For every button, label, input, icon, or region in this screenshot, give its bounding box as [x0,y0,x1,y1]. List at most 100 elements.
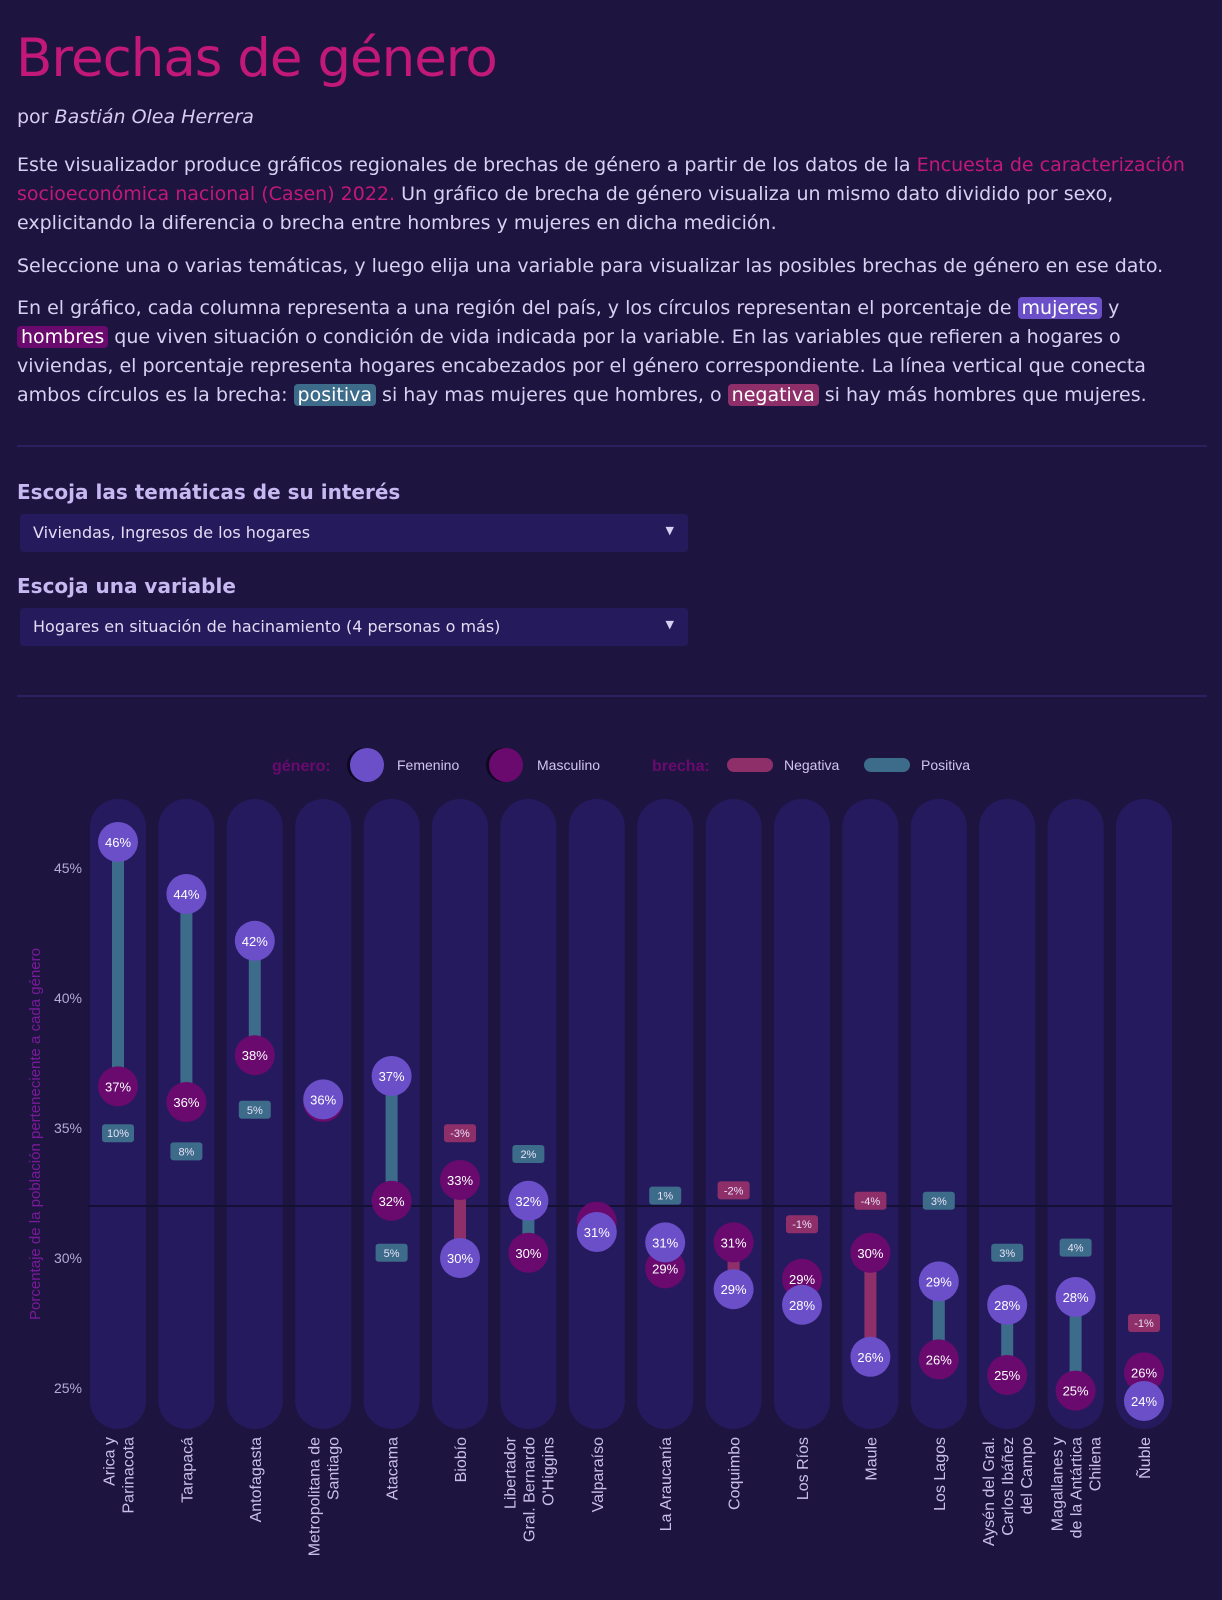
x-tick-label: Antofagasta [248,1437,265,1523]
x-tick-label-line: Libertador [502,1436,519,1509]
author-name: Bastián Olea Herrera [54,106,254,128]
region-column [705,799,762,1429]
female-point [234,920,275,961]
female-point [303,1079,344,1120]
female-point-label: 36% [310,1092,336,1107]
y-tick-label: 45% [54,860,82,876]
x-tick-label-line: Carlos Ibáñez [1000,1437,1017,1536]
male-point-label: 25% [994,1368,1020,1383]
legend-female-swatch [350,748,384,782]
legend-male-label: Masculino [537,757,600,773]
male-point-label: 37% [105,1079,131,1094]
female-point [918,1261,959,1302]
page-title: Brechas de género [16,28,498,89]
male-point-label: 29% [652,1261,678,1276]
gap-badge-label: -1% [1134,1318,1154,1330]
chip-negativa: negativa [727,384,819,406]
female-point-label: 28% [789,1298,815,1313]
x-tick-label: Los Lagos [932,1437,949,1511]
gap-badge-label: -1% [792,1219,812,1231]
legend-male-swatch [489,748,523,782]
x-tick-label: Atacama [385,1437,402,1500]
gap-badge [649,1186,682,1205]
x-tick-label-line: Los Ríos [795,1437,812,1500]
intro-text: si hay más hombres que mujeres. [818,384,1147,406]
intro-paragraph-1: Este visualizador produce gráficos regio… [17,151,1207,238]
gap-badge-label: 4% [1068,1243,1084,1255]
section-divider [17,695,1207,697]
y-tick-label: 40% [54,990,82,1006]
variable-select[interactable]: Hogares en situación de hacinamiento (4 … [20,608,688,646]
byline: por Bastián Olea Herrera [17,106,254,128]
x-tick-label-line: Maule [863,1437,880,1481]
intro-text: que viven situación o condición de vida … [17,326,1146,406]
x-tick-label: Maule [863,1437,880,1481]
gap-badge [1128,1314,1160,1332]
female-point-label: 31% [652,1235,678,1250]
legend-title-genero: género: [272,758,331,775]
male-point-label: 30% [515,1246,541,1261]
gap-badge-label: 10% [107,1128,129,1140]
x-tick-label-line: Biobío [453,1437,470,1482]
x-tick-label: Tarapacá [179,1437,196,1503]
female-point-label: 44% [173,887,199,902]
female-point [987,1284,1028,1325]
x-tick-label-line: Chilena [1088,1437,1105,1491]
female-point [1055,1277,1096,1317]
female-point-label: 28% [1063,1290,1089,1305]
male-point [508,1232,549,1273]
male-point-label: 31% [721,1235,747,1250]
male-point [850,1232,891,1273]
x-tick-label-line: Parinacota [121,1437,138,1514]
gap-badge [854,1191,887,1210]
x-tick-label-line: Arica y [102,1437,119,1486]
topics-label: Escoja las temáticas de su interés [17,480,401,504]
x-tick-label: Valparaíso [590,1437,607,1512]
x-tick-label-line: de la Antártica [1069,1437,1086,1539]
female-point [1124,1381,1164,1421]
variable-label: Escoja una variable [17,574,236,598]
gap-badge-label: 5% [247,1105,263,1117]
gap-badge [375,1243,408,1262]
intro-text: y [1102,297,1120,319]
gap-badge-label: 3% [999,1248,1015,1260]
female-point-label: 37% [379,1069,405,1084]
gap-bar [385,1076,398,1201]
male-point-label: 38% [242,1048,268,1063]
female-point [645,1222,686,1263]
legend-positive-swatch [864,758,910,772]
y-tick-label: 30% [54,1250,82,1266]
x-tick-label-line: Santiago [326,1437,343,1500]
topics-select[interactable]: Viviendas, Ingresos de los hogares ▼ [20,514,688,552]
gap-bar [1069,1297,1082,1391]
intro-text: Este visualizador produce gráficos regio… [17,154,917,176]
chip-hombres: hombres [17,326,109,348]
x-tick-label: Coquimbo [727,1437,744,1510]
region-column [774,799,830,1429]
y-tick-label: 35% [54,1120,82,1136]
x-tick-label-line: Valparaíso [590,1437,607,1512]
x-tick-label-line: Metropolitana de [307,1437,324,1556]
x-tick-label-line: Gral. Bernardo [521,1437,538,1542]
gap-badge-label: -3% [450,1128,470,1140]
x-tick-label-line: Ñuble [1134,1437,1154,1479]
x-tick-label: Magallanes y de la Antártica Chilena [1050,1437,1105,1539]
region-column [637,799,694,1429]
gap-badge [170,1142,203,1161]
male-point [987,1355,1028,1395]
variable-select-value: Hogares en situación de hacinamiento (4 … [33,617,501,636]
female-point [166,874,207,914]
female-point-label: 30% [447,1251,473,1266]
gap-badge-label: 3% [931,1196,947,1208]
x-tick-label-line: La Araucanía [658,1437,675,1531]
gap-badge [1059,1238,1092,1257]
region-column [90,799,146,1429]
x-tick-label-line: del Campo [1019,1437,1036,1514]
male-point [166,1082,207,1122]
intro-text: En el gráfico, cada columna representa a… [17,297,1018,319]
casen-link[interactable]: Encuesta de caracterización socioeconómi… [17,154,1185,205]
gap-badge [922,1191,955,1210]
legend-positive-label: Positiva [921,757,970,773]
female-point-label: 29% [721,1282,747,1297]
x-tick-label-line: Los Lagos [932,1437,949,1511]
